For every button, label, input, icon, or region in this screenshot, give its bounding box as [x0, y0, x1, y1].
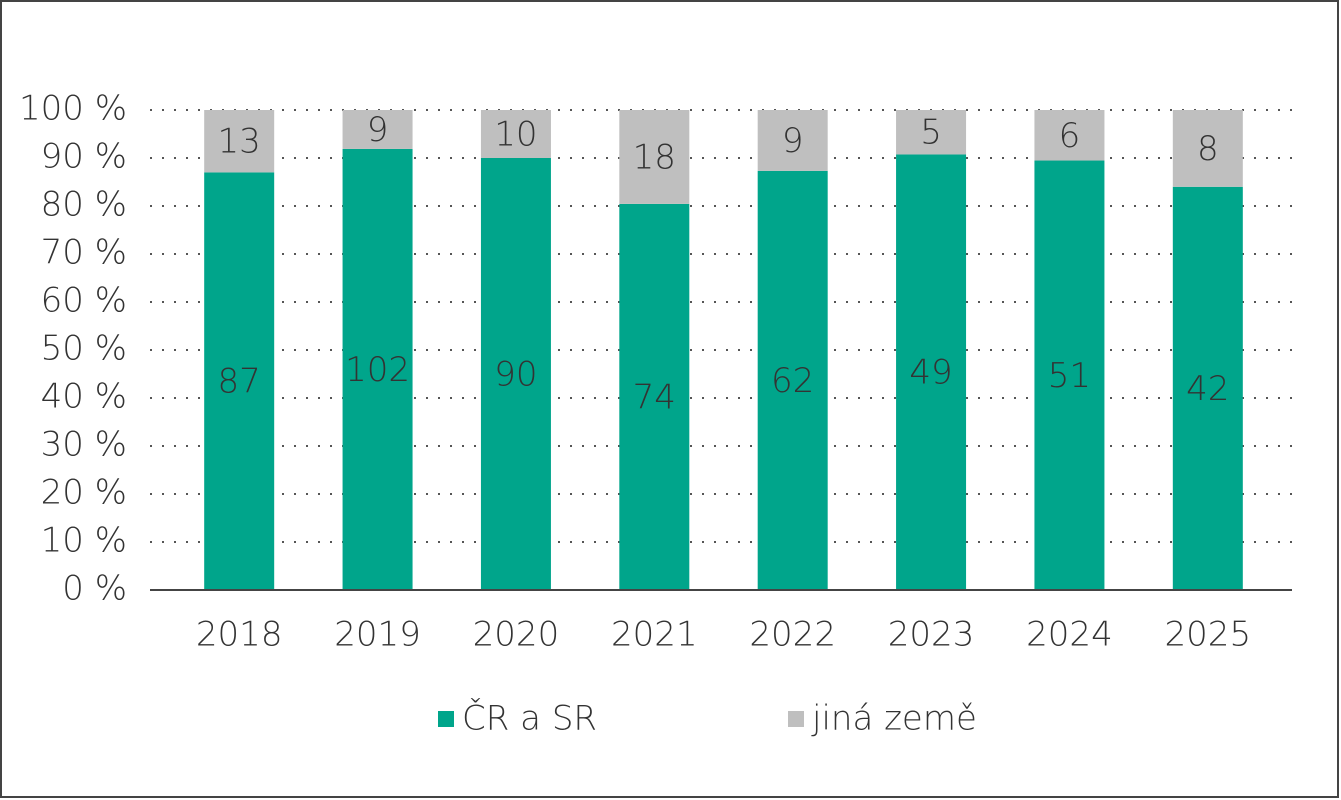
y-tick-label: 30 % — [41, 425, 127, 465]
value-label: 51 — [1048, 356, 1091, 396]
bar-segment — [342, 148, 413, 590]
bar-segment — [757, 170, 828, 590]
bar-segment — [619, 203, 690, 591]
value-label: 13 — [218, 122, 261, 162]
bar-segment — [204, 110, 275, 173]
bar-segment — [204, 172, 275, 590]
y-tick-label: 0 % — [62, 569, 127, 609]
bar-segment — [1034, 160, 1105, 591]
value-label: 102 — [345, 350, 410, 390]
value-label: 9 — [782, 121, 804, 161]
y-tick-label: 10 % — [41, 521, 127, 561]
value-label: 18 — [633, 137, 676, 177]
bar-segment — [480, 158, 551, 590]
value-label: 6 — [1059, 116, 1081, 156]
value-label: 9 — [367, 110, 389, 150]
value-label: 90 — [494, 355, 537, 395]
bar-segment — [757, 110, 828, 171]
legend-swatch — [788, 711, 804, 727]
bar-segment — [480, 110, 551, 158]
value-label: 49 — [909, 353, 952, 393]
value-label: 5 — [920, 113, 942, 153]
bar-segment — [1172, 110, 1243, 187]
value-label: 42 — [1186, 369, 1229, 409]
bar-segment — [342, 110, 413, 149]
x-tick-label: 2025 — [1165, 615, 1252, 655]
y-tick-label: 70 % — [41, 233, 127, 273]
x-tick-label: 2019 — [334, 615, 421, 655]
legend-label: ČR a SR — [462, 698, 597, 739]
bar-segment — [896, 110, 967, 155]
value-label: 87 — [218, 362, 261, 402]
x-tick-label: 2018 — [196, 615, 283, 655]
y-tick-label: 50 % — [41, 329, 127, 369]
legend-swatch — [438, 711, 454, 727]
x-tick-label: 2020 — [473, 615, 560, 655]
y-tick-label: 80 % — [41, 185, 127, 225]
value-label: 8 — [1197, 129, 1219, 169]
x-tick-label: 2022 — [749, 615, 836, 655]
bar-segment — [1172, 186, 1243, 591]
bar-segment — [1034, 110, 1105, 161]
bar-segment — [896, 154, 967, 590]
value-label: 10 — [494, 115, 537, 155]
value-label: 62 — [771, 361, 814, 401]
value-label: 74 — [633, 377, 676, 417]
y-tick-label: 100 % — [19, 89, 127, 129]
y-tick-label: 90 % — [41, 137, 127, 177]
y-tick-label: 40 % — [41, 377, 127, 417]
x-tick-label: 2023 — [888, 615, 975, 655]
legend-label: jiná země — [811, 699, 977, 739]
x-tick-label: 2024 — [1026, 615, 1113, 655]
y-tick-label: 20 % — [41, 473, 127, 513]
x-tick-label: 2021 — [611, 615, 698, 655]
y-tick-label: 60 % — [41, 281, 127, 321]
bar-segment — [619, 110, 690, 204]
